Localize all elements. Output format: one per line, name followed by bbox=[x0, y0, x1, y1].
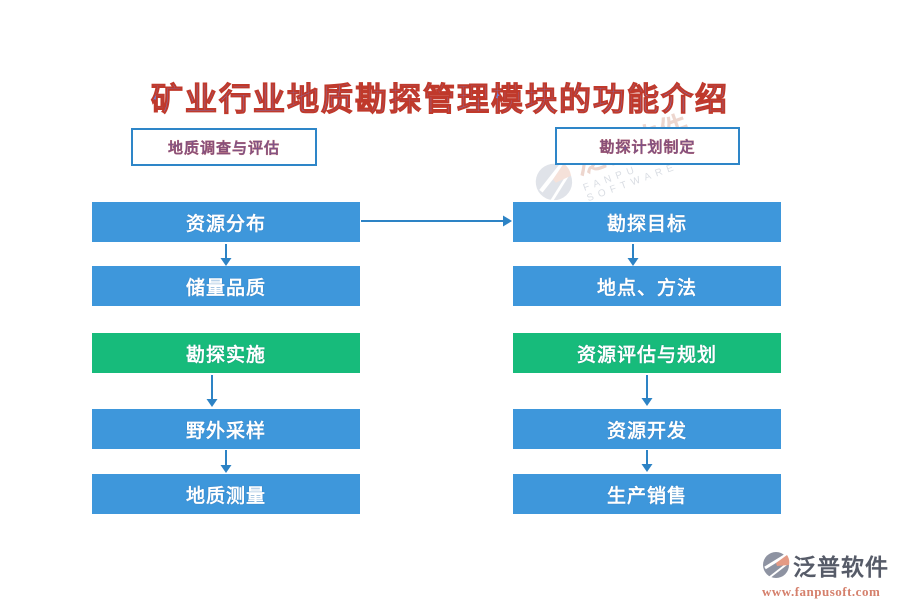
diagram-title: 矿业行业地质勘探管理模块的功能介绍 bbox=[150, 81, 729, 118]
flow-box-geological-survey: 地质测量 bbox=[92, 474, 360, 514]
flow-box-exploration-implementation: 勘探实施 bbox=[92, 333, 360, 373]
flow-box-resource-development: 资源开发 bbox=[513, 409, 781, 449]
brand-name: 泛普软件 bbox=[793, 554, 889, 580]
flow-box-location-method: 地点、方法 bbox=[513, 266, 781, 306]
column-header-exploration-plan: 勘探计划制定 bbox=[555, 127, 740, 165]
fanpu-logo-icon bbox=[763, 552, 790, 578]
watermark-logo-icon bbox=[535, 162, 573, 202]
arrow-down-right-2 bbox=[641, 375, 653, 406]
flow-box-field-sampling: 野外采样 bbox=[92, 409, 360, 449]
arrow-down-left-1 bbox=[220, 244, 232, 266]
flow-box-resource-evaluation-planning: 资源评估与规划 bbox=[513, 333, 781, 373]
flow-box-reserve-quality: 储量品质 bbox=[92, 266, 360, 306]
arrow-down-right-3 bbox=[641, 450, 653, 472]
flow-box-exploration-target: 勘探目标 bbox=[513, 202, 781, 242]
column-header-geological-survey: 地质调查与评估 bbox=[131, 128, 317, 166]
arrow-down-left-2 bbox=[206, 375, 218, 407]
arrow-down-right-1 bbox=[627, 244, 639, 266]
watermark: 泛普软件 FANPU SOFTWARE bbox=[528, 103, 725, 220]
flow-box-production-sales: 生产销售 bbox=[513, 474, 781, 514]
arrow-down-left-3 bbox=[220, 450, 232, 473]
flow-box-resource-distribution: 资源分布 bbox=[92, 202, 360, 242]
fanpu-logo: 泛普软件 www.fanpusoft.com bbox=[762, 548, 889, 600]
website-url: www.fanpusoft.com bbox=[762, 584, 881, 599]
arrow-right-connector bbox=[361, 215, 512, 227]
